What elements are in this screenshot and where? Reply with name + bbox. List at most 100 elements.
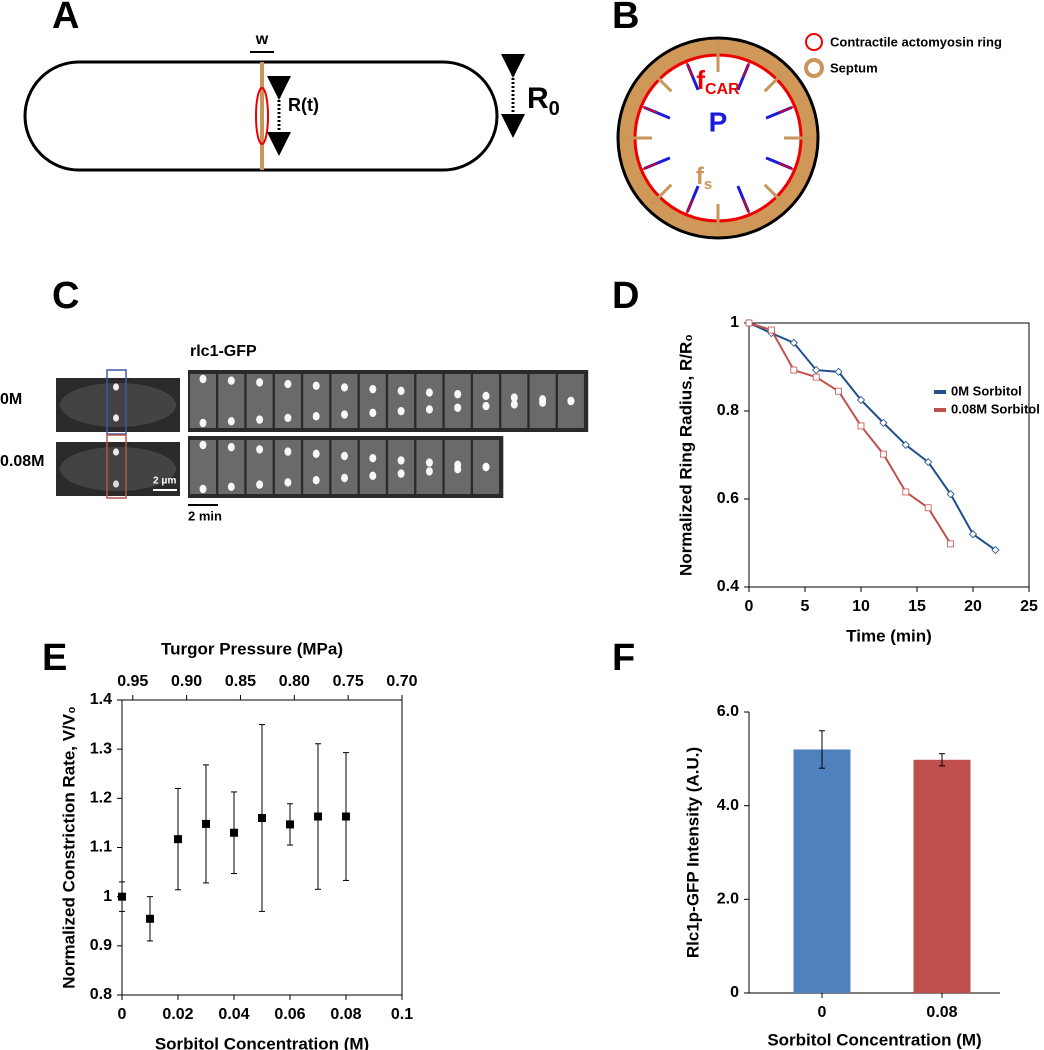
f: f xyxy=(696,65,705,95)
x2-tick-label: 0.75 xyxy=(333,673,364,690)
marker xyxy=(812,373,820,381)
fluorescence xyxy=(113,383,119,391)
f-s-label: fs xyxy=(696,163,712,193)
marker xyxy=(174,835,182,844)
marker xyxy=(968,530,978,539)
x-tick-label: 0 xyxy=(118,1006,127,1023)
fluorescence xyxy=(113,480,119,488)
kymo-frame xyxy=(359,440,386,494)
legend-swatch xyxy=(804,58,824,78)
kymo-frame xyxy=(444,374,471,428)
sub: CAR xyxy=(705,81,740,98)
x-tick-label: 0.08 xyxy=(926,1004,957,1021)
septum-arrow xyxy=(763,69,787,93)
panel-label: D xyxy=(612,275,639,317)
y-tick-label: 0.4 xyxy=(717,578,739,595)
y-tick-label: 0 xyxy=(730,984,739,1001)
fluorescence xyxy=(341,451,348,461)
marker xyxy=(947,540,954,548)
panel-label: B xyxy=(612,0,639,37)
fluorescence xyxy=(510,393,518,402)
panel-label: E xyxy=(42,637,67,679)
y-tick-label: 1.1 xyxy=(90,839,112,856)
fluorescence xyxy=(199,418,207,428)
kymo-frame xyxy=(331,440,358,494)
fluorescence xyxy=(482,391,490,401)
kymo-frame xyxy=(388,374,415,428)
fluorescence xyxy=(113,414,119,422)
marker xyxy=(946,490,955,499)
cell-glow xyxy=(60,383,176,427)
fluorescence xyxy=(199,484,207,494)
x2-tick-label: 0.85 xyxy=(225,673,256,690)
legend-label: 0M Sorbitol xyxy=(951,383,1022,398)
fluorescence xyxy=(341,383,348,392)
fluorescence xyxy=(567,396,575,406)
fluorescence xyxy=(369,471,377,480)
marker xyxy=(745,319,753,327)
x-tick-label: 0.1 xyxy=(391,1006,413,1023)
x-tick-label: 20 xyxy=(964,598,982,615)
panel-label: C xyxy=(52,275,79,317)
marker xyxy=(902,488,910,496)
marker xyxy=(991,545,1000,555)
septum-arrow xyxy=(649,69,673,93)
bar xyxy=(913,759,971,993)
marker xyxy=(924,457,933,467)
marker xyxy=(230,828,238,837)
fluorescence xyxy=(454,465,462,474)
fluorescence xyxy=(425,405,433,414)
fluorescence xyxy=(113,448,119,456)
fluorescence xyxy=(256,378,264,387)
marker xyxy=(118,892,126,901)
ring-arrow xyxy=(685,61,694,78)
ring-arrow xyxy=(778,162,795,171)
fluorescence xyxy=(369,408,377,418)
fluorescence xyxy=(312,412,320,421)
fluorescence xyxy=(425,467,433,476)
y-tick-label: 0.9 xyxy=(90,937,112,954)
f-car-label: fCAR xyxy=(696,65,740,98)
ring-arrow xyxy=(685,198,694,215)
marker xyxy=(834,367,843,376)
marker xyxy=(146,914,154,923)
marker xyxy=(202,819,210,828)
bar xyxy=(793,749,851,993)
fluorescence xyxy=(482,462,490,472)
fluorescence xyxy=(256,415,264,424)
kymo-title: rlc1-GFP xyxy=(190,343,257,360)
f: f xyxy=(696,163,705,190)
y-tick-label: 0.8 xyxy=(90,986,112,1003)
r0-label: R0 xyxy=(527,82,560,120)
kymo-frame xyxy=(331,374,358,428)
panel-label: A xyxy=(52,0,79,37)
fluorescence xyxy=(227,443,235,452)
y-tick-label: 0.6 xyxy=(717,490,739,507)
marker xyxy=(812,366,821,375)
row-label: 0.08M xyxy=(0,453,44,470)
fluorescence xyxy=(341,473,348,483)
fluorescence xyxy=(284,478,292,487)
fluorescence xyxy=(369,384,377,394)
row-label: 0M xyxy=(0,391,22,408)
y-tick-label: 2.0 xyxy=(717,891,739,908)
box xyxy=(106,369,127,435)
y-tick-label: 1 xyxy=(103,888,112,905)
marker xyxy=(924,504,932,512)
x-tick-label: 0.06 xyxy=(274,1006,305,1023)
x-tick-label: 5 xyxy=(801,598,810,615)
fluorescence xyxy=(482,401,490,411)
x-axis-title: Sorbitol Concentration (M) xyxy=(155,1034,369,1050)
marker xyxy=(768,326,775,334)
w-label: w xyxy=(255,31,269,48)
marker xyxy=(835,387,842,395)
fluorescence xyxy=(256,445,264,454)
fluorescence xyxy=(284,413,292,423)
x-tick-label: 0 xyxy=(745,598,754,615)
y-tick-label: 6.0 xyxy=(717,703,739,720)
series-line xyxy=(748,322,996,551)
kymo-frame xyxy=(416,440,443,494)
x2-tick-label: 0.90 xyxy=(171,673,202,690)
series-line xyxy=(748,322,952,545)
r: R xyxy=(527,82,549,115)
